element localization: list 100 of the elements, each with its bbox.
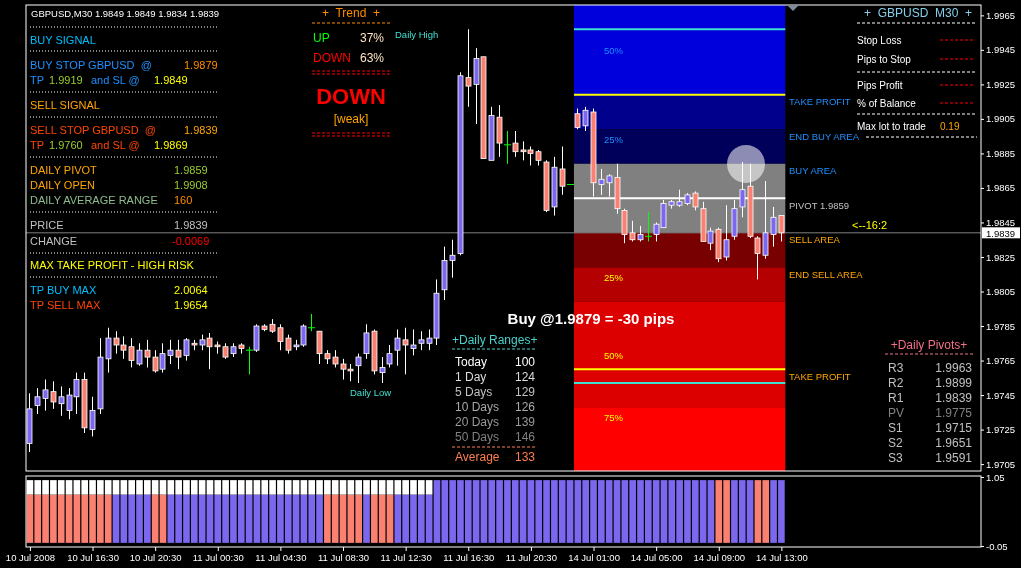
annotation: 1.9899 [935,376,973,390]
y-tick-label: 1.9965 [986,9,1016,21]
annotation: TP [30,74,45,86]
annotation: 1.9591 [935,451,973,465]
annotation: 133 [515,450,536,464]
x-tick-label: 14 Jul 01:00 [568,551,620,563]
annotation: R3 [888,361,904,375]
y-tick-label: 1.9865 [986,182,1016,194]
annotation: DAILY PIVOT [30,164,98,176]
annotation: 1.9859 [174,164,208,176]
y-tick-label: 1.9745 [986,389,1016,401]
annotation: 124 [515,370,536,384]
annotation: UP [313,31,330,45]
annotation: 1.9654 [174,299,208,311]
y-tick-label: 1.9705 [986,458,1016,470]
y-tick-label: 1.9945 [986,44,1016,56]
annotation: Average [455,450,500,464]
y-tick-label: 1.9845 [986,217,1016,229]
x-tick-label: 11 Jul 08:30 [318,551,370,563]
y-tick-label: 1.9725 [986,424,1016,436]
annotation: 139 [515,415,536,429]
annotation: Today [455,355,488,369]
annotation: TP [30,139,45,151]
band-label: 25% [603,271,624,283]
candlestick [644,211,653,242]
annotation: DOWN [316,83,386,109]
x-tick-label: 14 Jul 13:00 [756,551,808,563]
y-tick-label: 1.9785 [986,320,1016,332]
ref-line-label: 1.9839 [174,219,208,231]
annotation: % of Balance [857,97,917,109]
annotation: 37% [360,31,385,45]
annotation: and SL @ [91,74,140,86]
annotation: 129 [515,385,536,399]
annotation: + Trend + [321,6,381,20]
annotation: S3 [888,451,903,465]
y-tick-label: 1.9905 [986,113,1016,125]
annotation: + GBPUSD M30 + [863,6,973,20]
annotation: Max lot to trade [857,120,927,132]
y-tick-label: 1.05 [986,471,1005,483]
annotation: SELL SIGNAL [30,99,100,111]
annotation: 1.9849 [154,74,188,86]
x-tick-label: 10 Jul 20:30 [129,551,182,563]
chart-title: GBPUSD,M30 1.9849 1.9849 1.9834 1.9839 [31,7,220,19]
y-tick-label: 1.9805 [986,286,1016,298]
candlestick [355,353,362,384]
x-tick-label: 14 Jul 09:00 [693,551,746,563]
annotation: 1.9869 [154,139,188,151]
annotation: and SL @ [91,139,140,151]
candlestick [503,130,512,165]
annotation: 1.9839 [184,124,218,136]
annotation: Stop Loss [857,34,902,46]
annotation: 1.9760 [49,139,83,151]
annotation: 10 Days [455,400,500,414]
annotation: 1.9919 [49,74,83,86]
band-label: 50% [603,44,624,56]
annotation: +Daily Pivots+ [890,338,968,352]
candlestick [307,313,316,332]
annotation: 146 [515,430,536,444]
annotation: 1.9839 [935,391,973,405]
annotation: END SELL AREA [789,268,864,280]
annotation: 63% [360,51,385,65]
annotation: 20 Days [455,415,500,429]
annotation: BUY STOP GBPUSD @ [30,59,152,71]
y-tick-label: 1.9765 [986,355,1016,367]
band-label: 50% [603,349,624,360]
x-tick-label: 10 Jul 16:30 [67,551,119,563]
x-tick-label: 11 Jul 16:30 [443,551,495,563]
annotation: <--16:2 [852,219,888,231]
annotation: 100 [515,355,536,369]
annotation: Pips Profit [857,79,903,91]
annotation: TP BUY MAX [30,284,97,296]
annotation: BUY SIGNAL [30,34,96,46]
annotation: 126 [515,400,536,414]
annotation: 0.19 [940,120,960,132]
annotation: DOWN [313,51,351,65]
annotation: Daily High [395,28,439,40]
candlestick [245,346,254,375]
annotation: 1.9879 [184,59,218,71]
ref-line-label: TAKE PROFIT [789,95,851,107]
annotation: PV [888,406,905,420]
annotation: R1 [888,391,904,405]
annotation: 5 Days [455,385,493,399]
annotation: CHANGE [30,235,78,247]
annotation: MAX TAKE PROFIT - HIGH RISK [30,259,195,271]
annotation: SELL STOP GBPUSD @ [30,124,156,136]
x-tick-label: 11 Jul 20:30 [505,551,557,563]
y-tick-label: 1.9825 [986,251,1016,263]
y-tick-label: 1.9925 [986,78,1016,90]
annotation: 2.0064 [174,284,208,296]
annotation: S1 [888,421,903,435]
ref-line-label: PIVOT 1.9859 [789,199,850,211]
x-tick-label: 11 Jul 04:30 [255,551,307,563]
annotation: 160 [174,194,193,206]
annotation: S2 [888,436,903,450]
ref-line-label: TAKE PROFIT [789,370,851,382]
annotation: 1.9963 [935,361,973,375]
annotation: 1 Day [455,370,487,384]
annotation: END BUY AREA [789,130,860,142]
x-tick-label: 11 Jul 00:30 [192,551,244,563]
candlestick [386,344,393,368]
